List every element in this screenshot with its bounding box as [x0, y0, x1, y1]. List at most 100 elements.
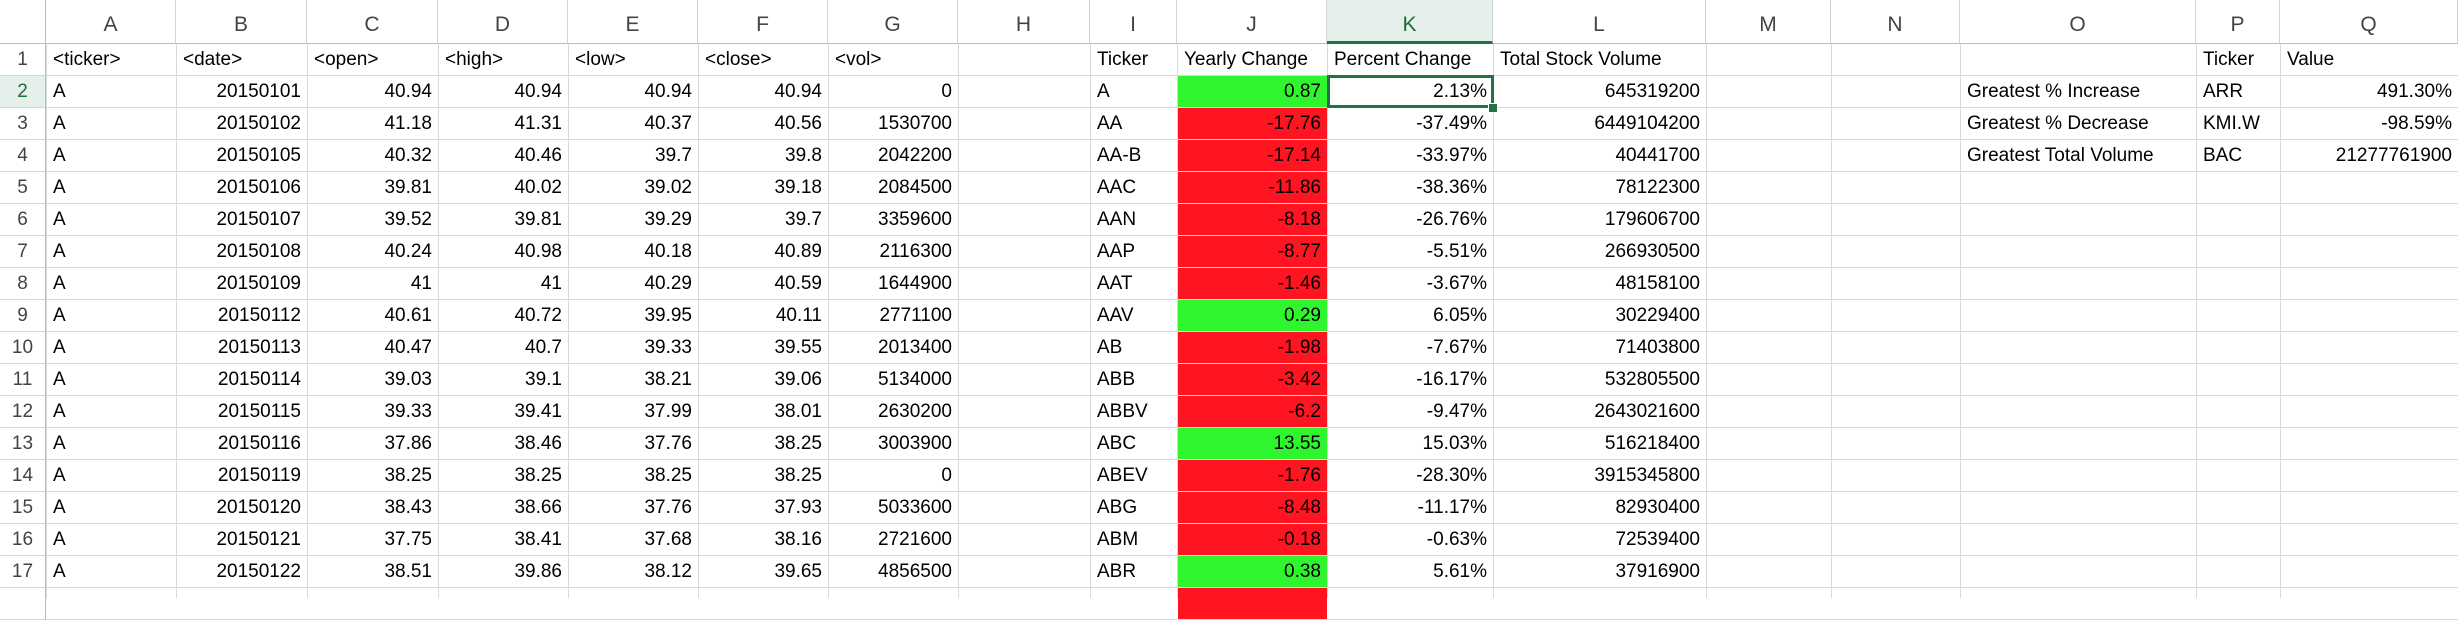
total-volume-cell[interactable]: 72539400 — [1615, 529, 1700, 550]
raw-data-cell[interactable]: 20150120 — [216, 497, 301, 518]
yearly-change-cell[interactable]: -8.48 — [1178, 492, 1327, 523]
percent-change-cell[interactable]: -3.67% — [1426, 273, 1487, 294]
column-header-p[interactable]: P — [2196, 0, 2280, 44]
column-header-i[interactable]: I — [1090, 0, 1177, 44]
raw-header-cell[interactable]: <vol> — [835, 49, 882, 70]
yearly-change-cell[interactable]: -0.18 — [1178, 524, 1327, 555]
row-header-13[interactable]: 13 — [0, 428, 46, 460]
raw-data-cell[interactable]: 41.31 — [514, 113, 562, 134]
raw-data-cell[interactable]: A — [53, 273, 66, 294]
summary-header-cell[interactable]: Ticker — [1097, 49, 1149, 70]
percent-change-cell[interactable]: -0.63% — [1426, 529, 1487, 550]
percent-change-cell[interactable]: -7.67% — [1426, 337, 1487, 358]
row-header-5[interactable]: 5 — [0, 172, 46, 204]
raw-data-cell[interactable]: 39.86 — [514, 561, 562, 582]
raw-data-cell[interactable]: 41 — [410, 273, 432, 294]
raw-data-cell[interactable]: 40.94 — [384, 81, 432, 102]
raw-data-cell[interactable]: 20150121 — [216, 529, 301, 550]
raw-data-cell[interactable]: 39.06 — [774, 369, 822, 390]
summary-ticker-cell[interactable]: AAT — [1097, 273, 1133, 294]
total-volume-cell[interactable]: 179606700 — [1604, 209, 1700, 230]
total-volume-cell[interactable]: 30229400 — [1615, 305, 1700, 326]
raw-data-cell[interactable]: 20150102 — [216, 113, 301, 134]
raw-data-cell[interactable]: 38.43 — [384, 497, 432, 518]
row-header-9[interactable]: 9 — [0, 300, 46, 332]
percent-change-cell[interactable]: -28.30% — [1416, 465, 1487, 486]
total-volume-cell[interactable]: 40441700 — [1615, 145, 1700, 166]
column-header-g[interactable]: G — [828, 0, 958, 44]
raw-data-cell[interactable]: 40.94 — [774, 81, 822, 102]
raw-data-cell[interactable]: 37.93 — [774, 497, 822, 518]
raw-data-cell[interactable]: 20150107 — [216, 209, 301, 230]
raw-data-cell[interactable]: 40.59 — [774, 273, 822, 294]
yearly-change-cell[interactable]: -6.2 — [1178, 396, 1327, 427]
greatest-header-cell[interactable]: Value — [2287, 49, 2335, 70]
total-volume-cell[interactable]: 37916900 — [1615, 561, 1700, 582]
raw-data-cell[interactable]: 20150113 — [217, 337, 301, 358]
greatest-value-cell[interactable]: 21277761900 — [2335, 145, 2452, 166]
raw-data-cell[interactable]: 39.02 — [644, 177, 692, 198]
raw-data-cell[interactable]: A — [53, 209, 66, 230]
raw-data-cell[interactable]: A — [53, 529, 66, 550]
raw-data-cell[interactable]: 37.68 — [644, 529, 692, 550]
row-header-7[interactable]: 7 — [0, 236, 46, 268]
raw-data-cell[interactable]: 39.03 — [384, 369, 432, 390]
raw-data-cell[interactable]: A — [53, 113, 66, 134]
column-header-f[interactable]: F — [698, 0, 828, 44]
raw-data-cell[interactable]: 39.81 — [514, 209, 562, 230]
raw-data-cell[interactable]: 38.25 — [774, 433, 822, 454]
yearly-change-cell[interactable]: -3.42 — [1178, 364, 1327, 395]
raw-data-cell[interactable]: 39.33 — [384, 401, 432, 422]
raw-data-cell[interactable]: 38.51 — [384, 561, 432, 582]
yearly-change-cell[interactable]: -1.98 — [1178, 332, 1327, 363]
raw-data-cell[interactable]: 38.46 — [514, 433, 562, 454]
total-volume-cell[interactable]: 82930400 — [1615, 497, 1700, 518]
raw-data-cell[interactable]: 38.25 — [774, 465, 822, 486]
summary-ticker-cell[interactable]: AAN — [1097, 209, 1137, 230]
raw-data-cell[interactable]: 39.81 — [384, 177, 432, 198]
raw-data-cell[interactable]: 1530700 — [878, 113, 952, 134]
percent-change-cell[interactable]: -11.17% — [1417, 497, 1487, 518]
raw-data-cell[interactable]: 20150112 — [217, 305, 301, 326]
percent-change-cell[interactable]: -26.76% — [1416, 209, 1487, 230]
summary-header-cell[interactable]: Yearly Change — [1184, 49, 1308, 70]
total-volume-cell[interactable]: 645319200 — [1604, 81, 1700, 102]
raw-data-cell[interactable]: A — [53, 433, 66, 454]
raw-data-cell[interactable]: 20150101 — [216, 81, 301, 102]
raw-data-cell[interactable]: A — [53, 337, 66, 358]
row-header-8[interactable]: 8 — [0, 268, 46, 300]
raw-data-cell[interactable]: 39.29 — [644, 209, 692, 230]
summary-ticker-cell[interactable]: ABBV — [1097, 401, 1148, 422]
raw-data-cell[interactable]: 20150109 — [216, 273, 301, 294]
raw-data-cell[interactable]: 0 — [941, 81, 952, 102]
row-header-3[interactable]: 3 — [0, 108, 46, 140]
raw-data-cell[interactable]: 40.46 — [514, 145, 562, 166]
percent-change-cell[interactable]: 5.61% — [1433, 561, 1487, 582]
column-header-d[interactable]: D — [438, 0, 568, 44]
row-header-6[interactable]: 6 — [0, 204, 46, 236]
percent-change-cell[interactable]: 6.05% — [1433, 305, 1487, 326]
raw-data-cell[interactable]: 40.24 — [384, 241, 432, 262]
raw-data-cell[interactable]: 39.7 — [785, 209, 822, 230]
raw-data-cell[interactable]: 39.52 — [384, 209, 432, 230]
greatest-label-cell[interactable]: Greatest Total Volume — [1967, 145, 2154, 166]
raw-data-cell[interactable]: 38.41 — [514, 529, 562, 550]
column-header-o[interactable]: O — [1960, 0, 2196, 44]
summary-ticker-cell[interactable]: ABM — [1097, 529, 1139, 550]
percent-change-cell[interactable]: -37.49% — [1416, 113, 1487, 134]
greatest-ticker-cell[interactable]: BAC — [2203, 145, 2243, 166]
column-header-h[interactable]: H — [958, 0, 1090, 44]
raw-data-cell[interactable]: 39.1 — [525, 369, 562, 390]
summary-ticker-cell[interactable]: ABEV — [1097, 465, 1148, 486]
raw-data-cell[interactable]: 40.89 — [774, 241, 822, 262]
raw-data-cell[interactable]: 40.94 — [644, 81, 692, 102]
summary-ticker-cell[interactable]: ABC — [1097, 433, 1137, 454]
column-header-c[interactable]: C — [307, 0, 438, 44]
raw-data-cell[interactable]: 2771100 — [879, 305, 952, 326]
raw-data-cell[interactable]: 20150108 — [216, 241, 301, 262]
raw-data-cell[interactable]: 39.55 — [774, 337, 822, 358]
raw-header-cell[interactable]: <ticker> — [53, 49, 121, 70]
summary-ticker-cell[interactable]: ABB — [1097, 369, 1136, 390]
raw-data-cell[interactable]: 39.8 — [785, 145, 822, 166]
raw-data-cell[interactable]: 0 — [941, 465, 952, 486]
